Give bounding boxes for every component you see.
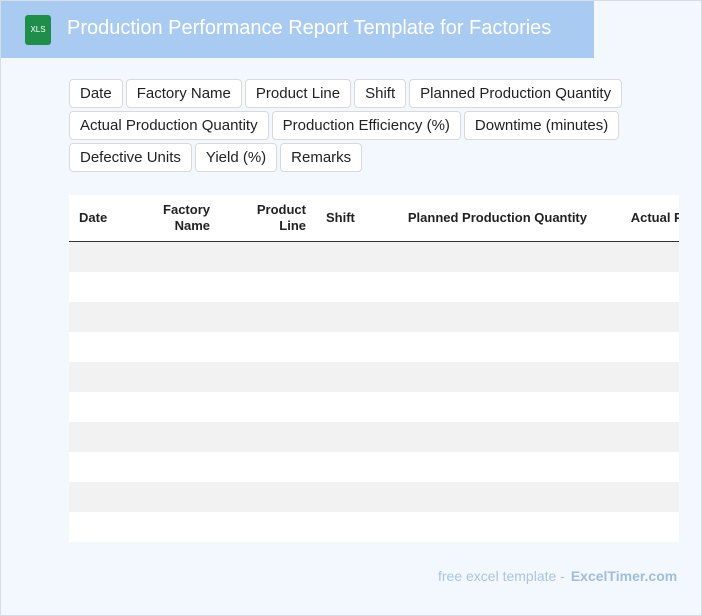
table-row: [69, 392, 679, 422]
table: Date Factory Name Product Line Shift Planned…: [69, 195, 679, 542]
column-header: Actual Production Quantity: [597, 195, 679, 242]
table-row: [69, 302, 679, 332]
table-cell: [220, 241, 316, 272]
table-cell: [597, 512, 679, 542]
table-cell: [316, 272, 361, 302]
tag: Production Efficiency (%): [271, 111, 461, 140]
tag-list: Date Factory Name Product Line Shift Planned…: [69, 79, 629, 172]
table-row: [69, 452, 679, 482]
table-cell: [121, 302, 220, 332]
table-cell: [69, 512, 121, 542]
table-cell: [121, 512, 220, 542]
table-cell: [121, 482, 220, 512]
column-header: Factory Name: [121, 195, 220, 242]
table-row: [69, 482, 679, 512]
table-cell: [220, 512, 316, 542]
table-cell: [361, 272, 597, 302]
table-cell: [121, 452, 220, 482]
table-cell: [316, 302, 361, 332]
table-cell: [220, 392, 316, 422]
table-row: [69, 362, 679, 392]
tag: Downtime (minutes): [463, 111, 620, 140]
footer-brand[interactable]: ExcelTimer.com: [570, 568, 678, 584]
table-cell: [69, 362, 121, 392]
table-cell: [361, 452, 597, 482]
table-cell: [361, 392, 597, 422]
table-cell: [361, 422, 597, 452]
table-cell: [121, 422, 220, 452]
table-row: [69, 332, 679, 362]
table-cell: [220, 422, 316, 452]
table-cell: [220, 332, 316, 362]
table-cell: [316, 392, 361, 422]
table-cell: [597, 302, 679, 332]
table-cell: [361, 362, 597, 392]
table-cell: [121, 362, 220, 392]
table-row: [69, 241, 679, 272]
table-cell: [597, 422, 679, 452]
header-bar: XLS Production Performance Report Templa…: [1, 1, 594, 58]
table-cell: [69, 422, 121, 452]
table-cell: [361, 332, 597, 362]
column-header: Date: [69, 195, 121, 242]
table-cell: [597, 482, 679, 512]
table-row: [69, 422, 679, 452]
table-cell: [69, 482, 121, 512]
tag: Shift: [354, 79, 407, 108]
table-row: [69, 272, 679, 302]
table-cell: [597, 272, 679, 302]
footer: free excel template - ExcelTimer.com: [438, 568, 677, 584]
tag: Defective Units: [69, 143, 192, 172]
table-cell: [69, 332, 121, 362]
page-title: Production Performance Report Template f…: [67, 17, 552, 39]
table-preview: Date Factory Name Product Line Shift Planned…: [69, 195, 679, 542]
table-cell: [69, 272, 121, 302]
tag: Planned Production Quantity: [409, 79, 623, 108]
table-cell: [597, 392, 679, 422]
table-cell: [220, 482, 316, 512]
table-cell: [121, 272, 220, 302]
table-row: [69, 512, 679, 542]
table-cell: [361, 302, 597, 332]
table-cell: [69, 392, 121, 422]
table-cell: [69, 241, 121, 272]
table-cell: [69, 452, 121, 482]
table-cell: [220, 272, 316, 302]
table-cell: [597, 452, 679, 482]
table-cell: [597, 241, 679, 272]
table-cell: [361, 241, 597, 272]
file-icon: XLS: [25, 15, 51, 45]
table-cell: [121, 392, 220, 422]
table-cell: [220, 302, 316, 332]
table-cell: [121, 241, 220, 272]
table-cell: [69, 302, 121, 332]
table-cell: [316, 512, 361, 542]
tag: Product Line: [244, 79, 352, 108]
tag: Yield (%): [194, 143, 278, 172]
table-cell: [316, 332, 361, 362]
table-cell: [597, 332, 679, 362]
table-cell: [316, 362, 361, 392]
header-row: Date Factory Name Product Line Shift Planned…: [69, 195, 679, 242]
table-cell: [316, 482, 361, 512]
tag: Date: [69, 79, 123, 108]
table-cell: [121, 332, 220, 362]
tag: Actual Production Quantity: [69, 111, 269, 140]
table-cell: [361, 482, 597, 512]
table-cell: [316, 422, 361, 452]
table-cell: [316, 452, 361, 482]
tag: Factory Name: [125, 79, 242, 108]
table-cell: [220, 362, 316, 392]
table-cell: [220, 452, 316, 482]
table-cell: [597, 362, 679, 392]
column-header: Product Line: [220, 195, 316, 242]
table-cell: [361, 512, 597, 542]
footer-text: free excel template -: [438, 568, 565, 584]
column-header: Planned Production Quantity: [361, 195, 597, 242]
column-header: Shift: [316, 195, 361, 242]
table-cell: [316, 241, 361, 272]
tag: Remarks: [280, 143, 363, 172]
